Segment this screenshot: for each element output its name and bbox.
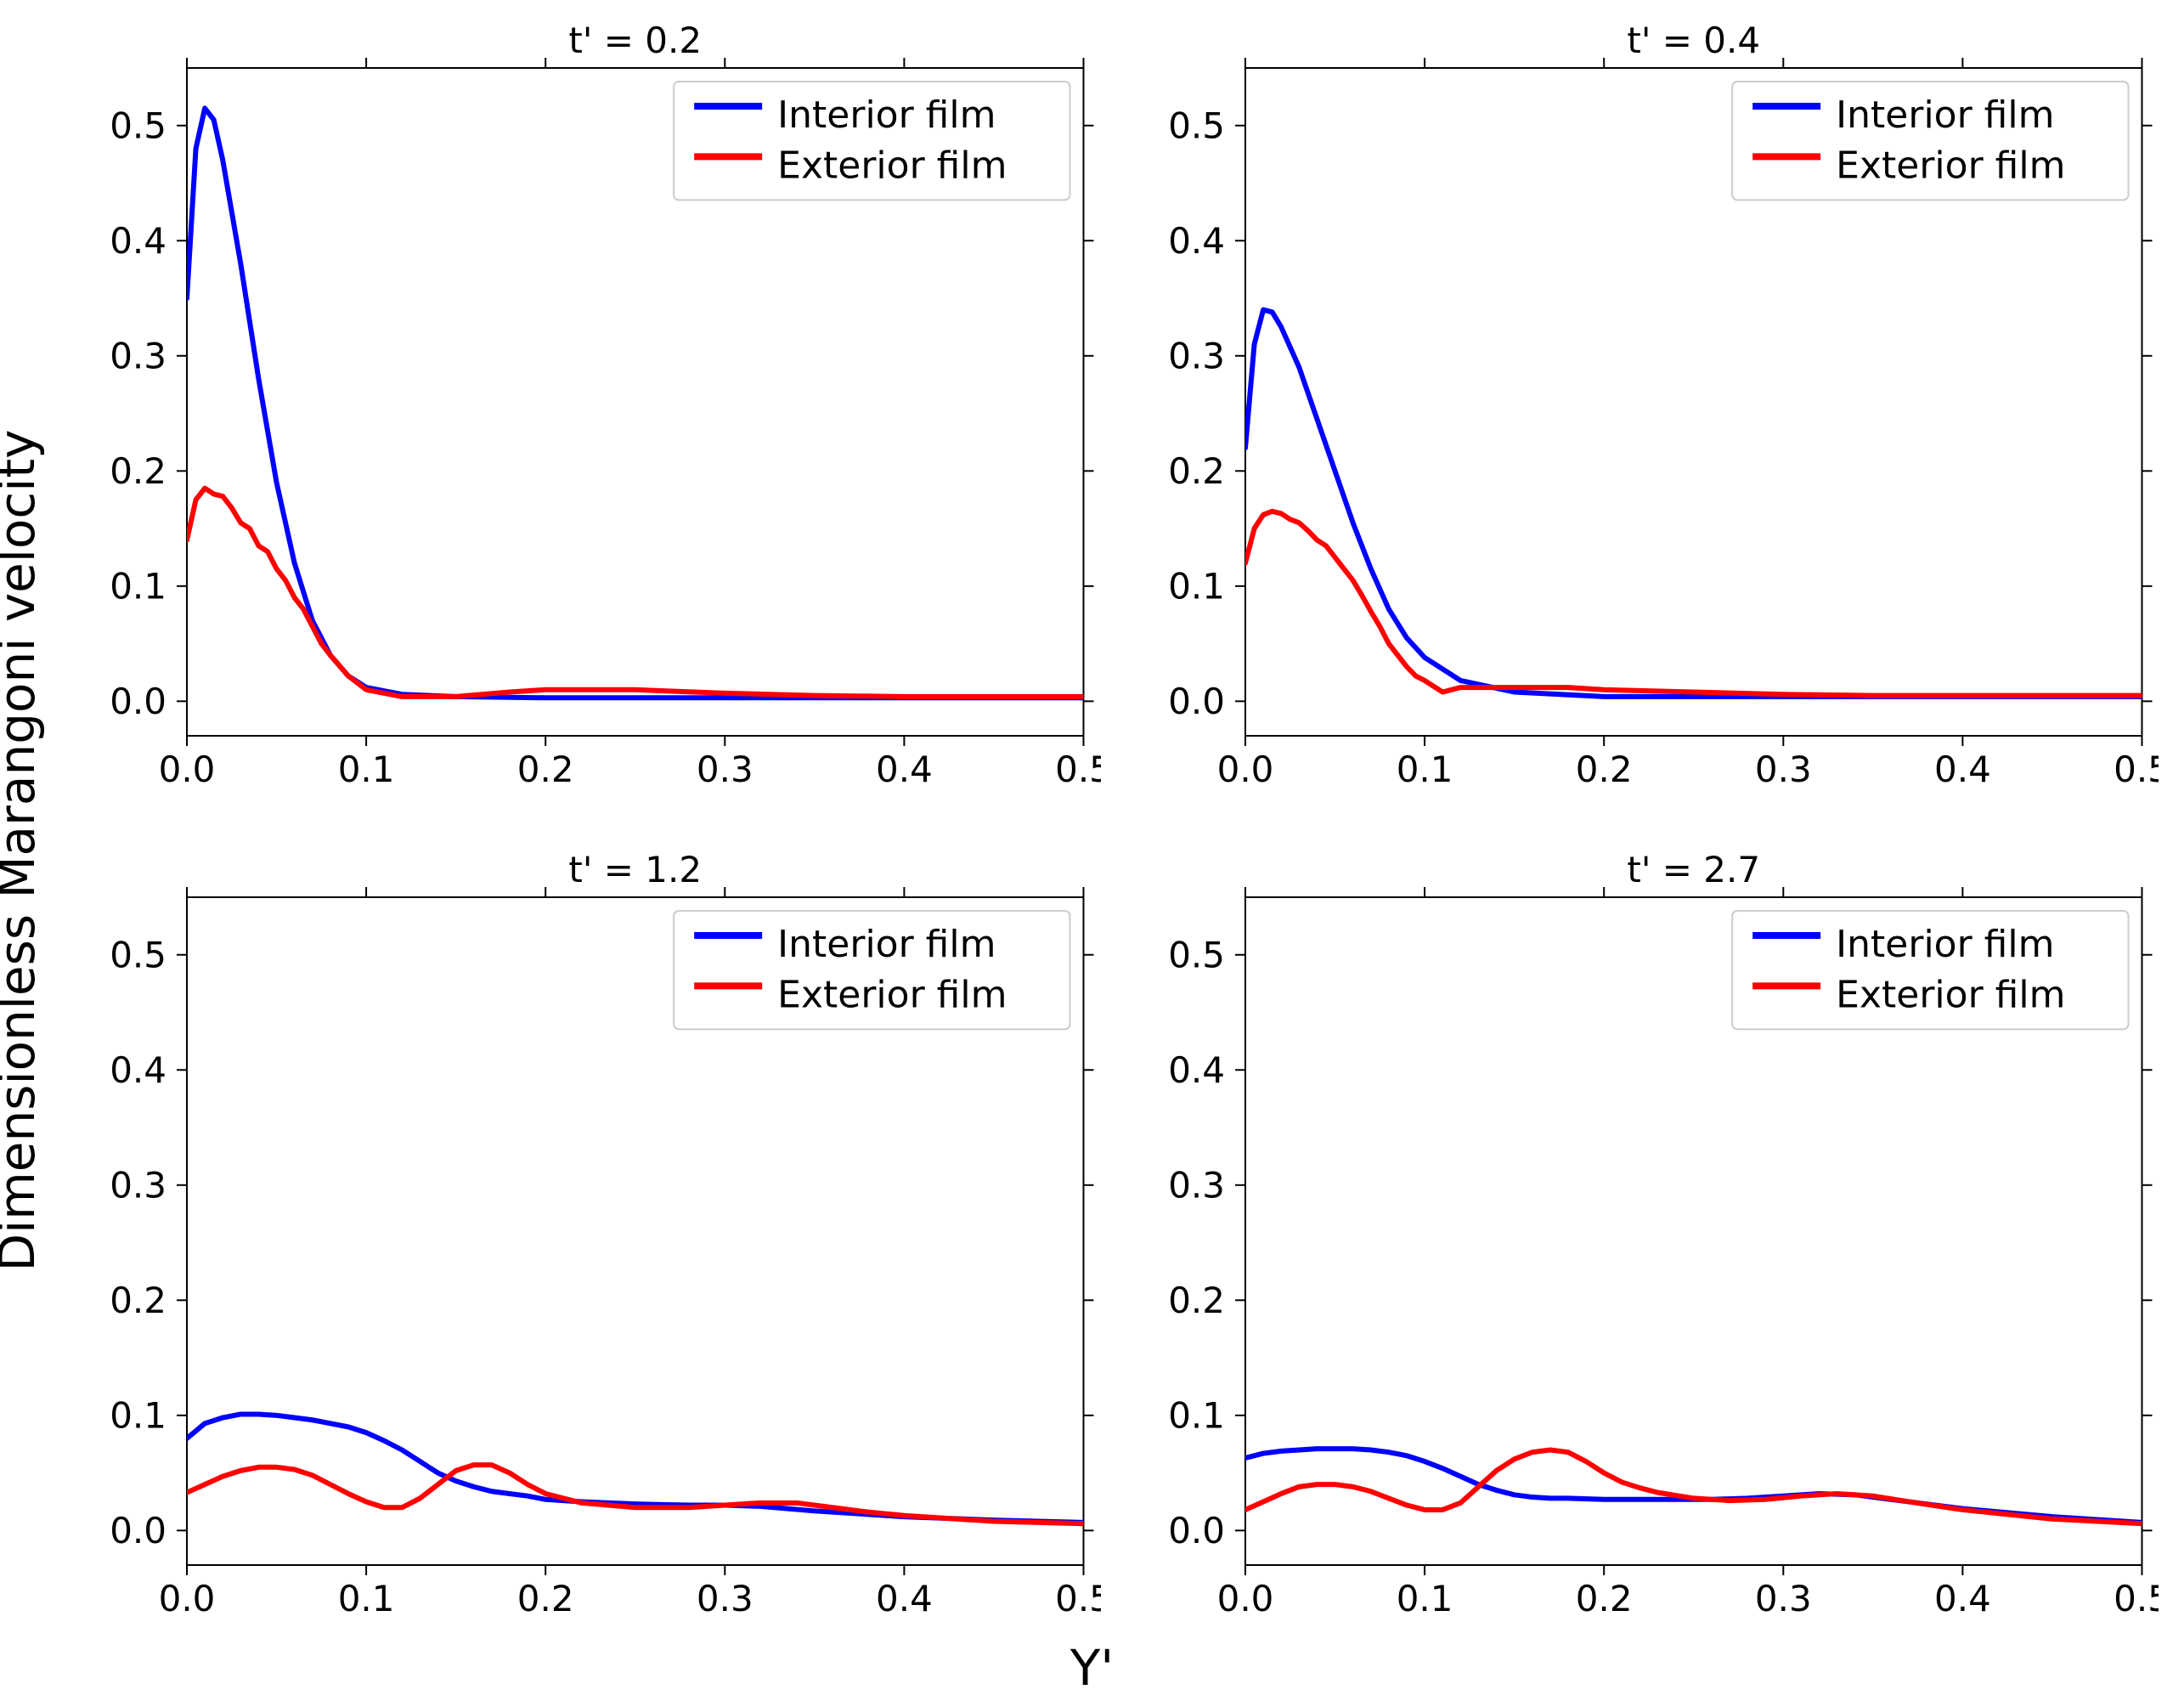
- legend-label: Interior film: [777, 923, 996, 966]
- series-group: [187, 1414, 1084, 1523]
- series-interior: [1245, 1449, 2142, 1523]
- legend-label: Interior film: [777, 93, 996, 137]
- xlabel: Y': [1070, 1639, 1114, 1697]
- xtick-label: 0.4: [1934, 1578, 1991, 1619]
- legend-label: Exterior film: [1836, 974, 2065, 1017]
- panel-p3: 0.0 0.1 0.2 0.3 0.4 0.5 0.0 0.1 0.2 0.3 0.4 0.5 t' =…: [1152, 846, 2159, 1625]
- xtick-label: 0.3: [1754, 749, 1811, 790]
- xtick-label: 0.0: [159, 1578, 216, 1619]
- legend-label: Interior film: [1836, 923, 2054, 966]
- xtick-label: 0.2: [1575, 749, 1632, 790]
- ytick-label: 0.5: [1168, 934, 1225, 975]
- panel-p0: 0.0 0.1 0.2 0.3 0.4 0.5 0.0 0.1 0.2 0.3 0.4 0.5 t' =…: [93, 17, 1101, 795]
- ytick-label: 0.2: [110, 1280, 166, 1321]
- ytick-label: 0.3: [1168, 1164, 1225, 1206]
- ytick-label: 0.4: [110, 1049, 166, 1091]
- ytick-label: 0.3: [110, 1164, 166, 1206]
- series-exterior: [1245, 511, 2142, 696]
- series-exterior: [187, 1465, 1084, 1523]
- ylabel: Dimensionless Marangoni velocity: [0, 430, 46, 1272]
- xtick-label: 0.2: [1575, 1578, 1632, 1619]
- series-interior: [1245, 310, 2142, 697]
- series-group: [1245, 310, 2142, 697]
- panel-svg: 0.0 0.1 0.2 0.3 0.4 0.5 0.0 0.1 0.2 0.3 0.4 0.5 t' =…: [93, 846, 1101, 1625]
- xtick-label: 0.3: [1754, 1578, 1811, 1619]
- xtick-label: 0.5: [1055, 1578, 1100, 1619]
- panel-title: t' = 0.4: [1627, 20, 1760, 61]
- ytick-label: 0.4: [1168, 220, 1225, 262]
- xtick-label: 0.4: [876, 1578, 933, 1619]
- xtick-label: 0.1: [1396, 1578, 1453, 1619]
- ytick-label: 0.0: [110, 681, 166, 722]
- panel-p2: 0.0 0.1 0.2 0.3 0.4 0.5 0.0 0.1 0.2 0.3 0.4 0.5 t' =…: [93, 846, 1101, 1625]
- ytick-label: 0.5: [110, 105, 166, 146]
- xtick-label: 0.2: [517, 1578, 574, 1619]
- panel-title: t' = 0.2: [568, 20, 702, 61]
- ytick-label: 0.1: [110, 566, 166, 608]
- xtick-label: 0.5: [2113, 749, 2159, 790]
- xlabel-text: Y': [1070, 1639, 1114, 1697]
- ytick-label: 0.3: [1168, 335, 1225, 376]
- legend-label: Interior film: [1836, 93, 2054, 137]
- ytick-label: 0.4: [1168, 1049, 1225, 1091]
- ytick-label: 0.3: [110, 335, 166, 376]
- ytick-label: 0.2: [110, 450, 166, 492]
- ytick-label: 0.1: [110, 1395, 166, 1437]
- ytick-label: 0.5: [110, 934, 166, 975]
- xtick-label: 0.3: [697, 1578, 753, 1619]
- series-exterior: [1245, 1450, 2142, 1523]
- ytick-label: 0.2: [1168, 450, 1225, 492]
- panel-title: t' = 1.2: [568, 849, 702, 890]
- xtick-label: 0.1: [338, 749, 395, 790]
- ytick-label: 0.0: [1168, 681, 1225, 722]
- xtick-label: 0.1: [1396, 749, 1453, 790]
- panel-p1: 0.0 0.1 0.2 0.3 0.4 0.5 0.0 0.1 0.2 0.3 0.4 0.5 t' =…: [1152, 17, 2159, 795]
- xtick-label: 0.4: [876, 749, 933, 790]
- ytick-label: 0.5: [1168, 105, 1225, 146]
- legend-label: Exterior film: [1836, 144, 2065, 188]
- legend-label: Exterior film: [777, 974, 1007, 1017]
- xtick-label: 0.1: [338, 1578, 395, 1619]
- xtick-label: 0.4: [1934, 749, 1991, 790]
- xtick-label: 0.0: [159, 749, 216, 790]
- ytick-label: 0.0: [1168, 1510, 1225, 1551]
- xtick-label: 0.0: [1216, 749, 1273, 790]
- panel-svg: 0.0 0.1 0.2 0.3 0.4 0.5 0.0 0.1 0.2 0.3 0.4 0.5 t' =…: [1152, 846, 2159, 1625]
- series-exterior: [187, 489, 1084, 697]
- panel-title: t' = 2.7: [1627, 849, 1760, 890]
- xtick-label: 0.5: [1055, 749, 1100, 790]
- legend-label: Exterior film: [777, 144, 1007, 188]
- series-group: [1245, 1449, 2142, 1523]
- xtick-label: 0.5: [2113, 1578, 2159, 1619]
- ylabel-text: Dimensionless Marangoni velocity: [0, 430, 46, 1272]
- ytick-label: 0.1: [1168, 1395, 1225, 1437]
- ytick-label: 0.0: [110, 1510, 166, 1551]
- ytick-label: 0.4: [110, 220, 166, 262]
- panel-svg: 0.0 0.1 0.2 0.3 0.4 0.5 0.0 0.1 0.2 0.3 0.4 0.5 t' =…: [93, 17, 1101, 795]
- panel-svg: 0.0 0.1 0.2 0.3 0.4 0.5 0.0 0.1 0.2 0.3 0.4 0.5 t' =…: [1152, 17, 2159, 795]
- xtick-label: 0.2: [517, 749, 574, 790]
- xtick-label: 0.0: [1216, 1578, 1273, 1619]
- xtick-label: 0.3: [697, 749, 753, 790]
- ytick-label: 0.1: [1168, 566, 1225, 608]
- ytick-label: 0.2: [1168, 1280, 1225, 1321]
- figure: Dimensionless Marangoni velocity Y' 0.00…: [0, 0, 2184, 1701]
